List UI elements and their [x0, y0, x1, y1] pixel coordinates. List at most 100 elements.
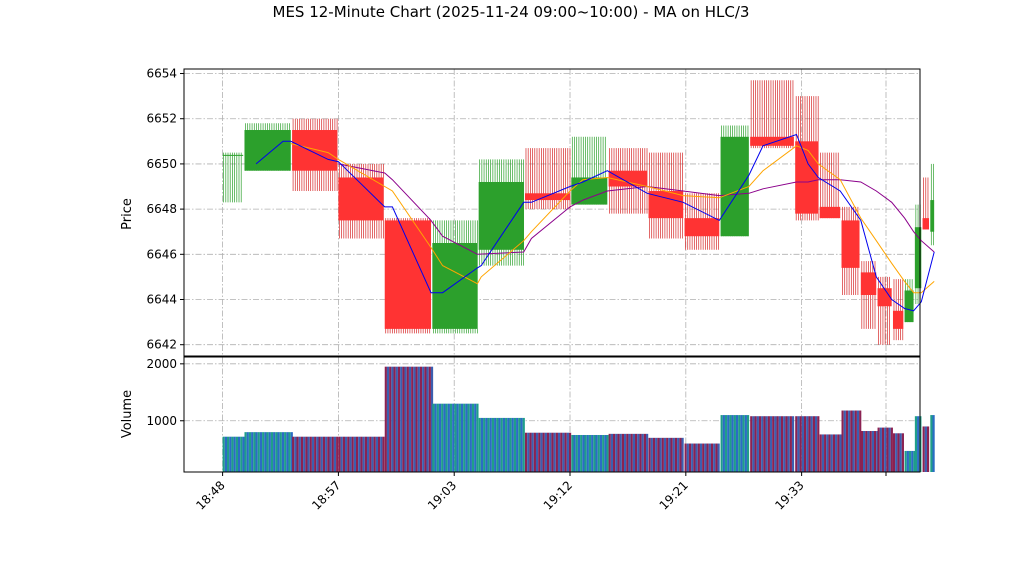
- volume-bar-stripe: [591, 434, 594, 472]
- volume-bar-stripe: [568, 432, 572, 472]
- volume-bar-stripe: [307, 436, 310, 472]
- volume-bar-stripe: [562, 432, 565, 472]
- candle-body: [904, 290, 914, 323]
- candle: [648, 152, 684, 239]
- volume-bar-stripe: [659, 437, 662, 472]
- volume-bar-stripe: [661, 437, 664, 472]
- x-tick-label: 19:21: [657, 478, 691, 512]
- volume-bar: [384, 366, 434, 472]
- volume-bar-stripe: [708, 443, 711, 472]
- volume-bar-stripe: [657, 437, 660, 472]
- volume-bar-stripe: [615, 433, 618, 472]
- candle: [608, 148, 648, 214]
- candle: [930, 163, 935, 246]
- volume-bar-stripe: [279, 432, 282, 472]
- volume-bar-stripe: [799, 416, 802, 472]
- volume-bar-stripe: [406, 366, 409, 472]
- volume-bar-stripe: [663, 437, 667, 472]
- volume-bar-stripe: [397, 366, 401, 472]
- volume-bar-stripe: [854, 410, 857, 472]
- candle: [841, 206, 860, 295]
- volume-bar-stripe: [471, 403, 475, 472]
- candle: [244, 123, 291, 171]
- volume-bar-stripe: [428, 366, 431, 472]
- volume-bar-stripe: [871, 431, 875, 472]
- volume-bar-stripe: [791, 416, 795, 472]
- volume-bar: [292, 436, 339, 472]
- volume-bar-stripe: [389, 366, 392, 472]
- volume-bar-stripe: [608, 433, 611, 472]
- volume-bar: [478, 417, 525, 472]
- volume-bar-stripe: [890, 427, 893, 472]
- candle: [222, 152, 244, 203]
- volume-bar-stripe: [865, 431, 868, 472]
- volume-bar-stripe: [691, 443, 694, 472]
- volume-bar-stripe: [298, 436, 301, 472]
- candle-body: [860, 272, 877, 295]
- volume-bar-stripe: [720, 415, 723, 472]
- volume-bar-stripe: [832, 434, 836, 472]
- volume-bar-stripe: [795, 416, 798, 472]
- volume-bar-stripe: [750, 416, 753, 472]
- volume-bar-stripe: [564, 432, 567, 472]
- volume-bar-stripe: [641, 433, 644, 472]
- volume-bar-stripe: [454, 403, 457, 472]
- volume-bar-stripe: [778, 416, 781, 472]
- volume-bar-stripe: [441, 403, 444, 472]
- volume-bar-stripe: [463, 403, 466, 472]
- volume-bar-stripe: [400, 366, 403, 472]
- volume-bar-stripe: [411, 366, 414, 472]
- volume-bar-stripe: [740, 415, 743, 472]
- volume-bar-stripe: [257, 432, 260, 472]
- volume-bar-stripe: [688, 443, 692, 472]
- volume-bar-stripe: [557, 432, 561, 472]
- volume-bar-stripe: [422, 366, 425, 472]
- volume-bar-stripe: [731, 415, 734, 472]
- candle-body: [292, 130, 338, 171]
- volume-bar-stripe: [320, 436, 323, 472]
- volume-bar-stripe: [758, 416, 762, 472]
- candle: [338, 163, 384, 239]
- volume-bar-stripe: [767, 416, 770, 472]
- volume-bar-stripe: [432, 403, 435, 472]
- volume-bar-stripe: [839, 434, 842, 472]
- volume-bar-stripe: [430, 366, 434, 472]
- volume-bar-stripe: [294, 436, 297, 472]
- volume-bar-stripe: [549, 432, 552, 472]
- volume-bar-stripe: [848, 410, 851, 472]
- volume-bar-stripe: [876, 431, 879, 472]
- volume-bar-stripe: [424, 366, 427, 472]
- volume-bar-stripe: [593, 434, 596, 472]
- volume-bar-stripe: [597, 434, 600, 472]
- volume-bar-stripe: [852, 410, 855, 472]
- volume-bar-stripe: [571, 434, 574, 472]
- volume-bar-stripe: [367, 436, 370, 472]
- volume-bar-stripe: [480, 417, 484, 472]
- x-tick-label: 19:12: [541, 478, 575, 512]
- volume-bar-stripe: [275, 432, 278, 472]
- volume-bar-stripe: [566, 432, 569, 472]
- volume-bar-stripe: [270, 432, 274, 472]
- volume-bar-stripe: [522, 417, 525, 472]
- volume-bar-stripe: [369, 436, 372, 472]
- volume-bar-stripe: [458, 403, 461, 472]
- volume-bar-stripe: [754, 416, 757, 472]
- volume-bar-stripe: [595, 434, 598, 472]
- volume-bar-stripe: [347, 436, 350, 472]
- volume-bar-stripe: [806, 416, 809, 472]
- candle-body: [877, 288, 892, 307]
- volume-bar-stripe: [229, 436, 232, 472]
- volume-bar-stripe: [588, 434, 592, 472]
- volume-bar-stripe: [474, 403, 477, 472]
- volume-bar-stripe: [362, 436, 365, 472]
- volume-axis-label: Volume: [120, 390, 135, 438]
- volume-bar-stripe: [837, 434, 840, 472]
- volume-bar-stripe: [242, 436, 245, 472]
- volume-bar-stripe: [555, 432, 558, 472]
- candle: [571, 136, 608, 205]
- volume-bar-stripe: [371, 436, 374, 472]
- volume-bar-stripe: [290, 432, 293, 472]
- volume-bar-stripe: [577, 434, 581, 472]
- volume-bar-stripe: [613, 433, 616, 472]
- volume-bar-stripe: [300, 436, 304, 472]
